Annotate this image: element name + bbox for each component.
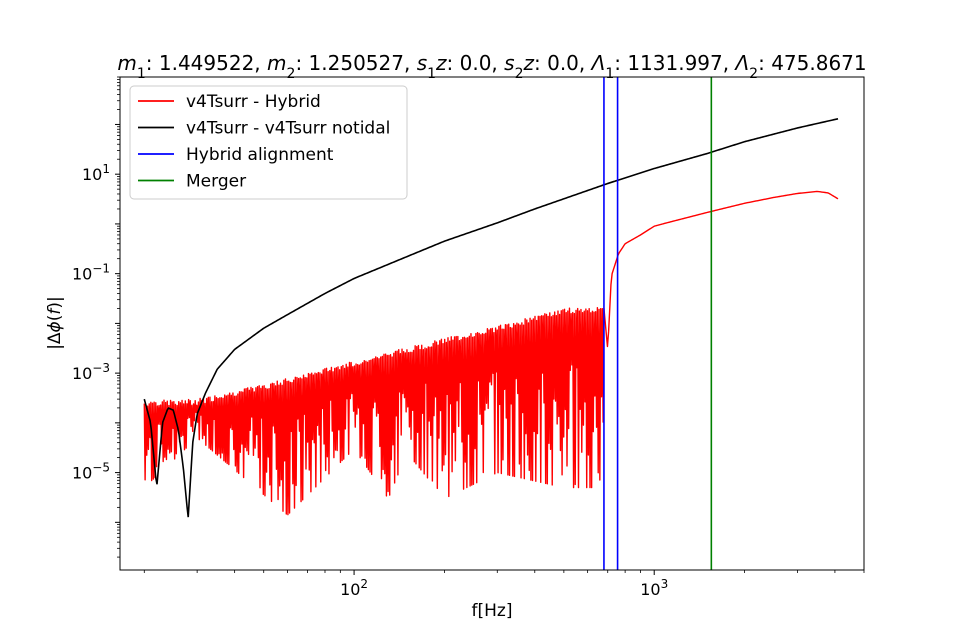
- y-tick-label: 10−3: [72, 361, 110, 383]
- legend-label-0: v4Tsurr - Hybrid: [186, 92, 321, 112]
- legend-label-3: Merger: [186, 172, 246, 192]
- y-axis: 10−5 10−3 10−1 101: [72, 76, 120, 558]
- y-tick-label: 10−1: [72, 262, 110, 284]
- chart-title: m1: 1.449522, m2: 1.250527, s1z: 0.0, s2…: [117, 51, 866, 82]
- y-tick-label: 101: [82, 162, 110, 184]
- y-tick-label: 10−5: [72, 461, 110, 483]
- legend-box: [129, 85, 408, 200]
- x-axis: 102 103: [143, 570, 865, 599]
- legend-label-2: Hybrid alignment: [186, 145, 334, 165]
- x-tick-label: 103: [640, 577, 668, 599]
- plot-area: [143, 77, 839, 570]
- series-line-1: [143, 118, 839, 518]
- y-axis-label: |Δϕ(f)|: [45, 296, 65, 350]
- legend: v4Tsurr - Hybrid v4Tsurr - v4Tsurr notida…: [129, 85, 408, 200]
- legend-label-1: v4Tsurr - v4Tsurr notidal: [186, 119, 390, 139]
- x-axis-label: f[Hz]: [472, 601, 513, 621]
- x-tick-label: 102: [340, 577, 368, 599]
- series-line-0: [143, 190, 839, 516]
